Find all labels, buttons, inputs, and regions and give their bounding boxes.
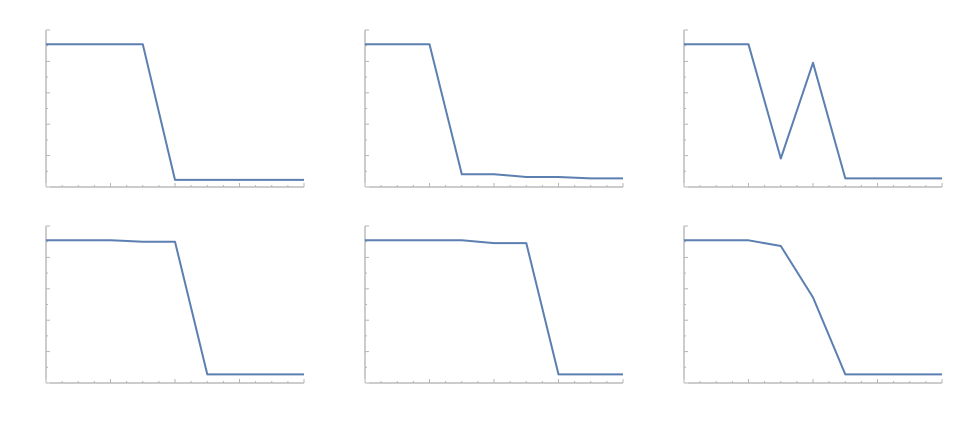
chart-panel-2 bbox=[364, 29, 624, 188]
series-line bbox=[46, 239, 304, 376]
chart-panel-4 bbox=[45, 225, 305, 384]
series-line bbox=[46, 43, 304, 181]
series-line bbox=[684, 43, 942, 180]
chart-panel-1 bbox=[45, 29, 305, 188]
series-line bbox=[684, 239, 942, 376]
chart-panel-5 bbox=[364, 225, 624, 384]
chart-panel-6 bbox=[683, 225, 943, 384]
chart-panel-3 bbox=[683, 29, 943, 188]
series-line bbox=[365, 43, 623, 180]
series-line bbox=[365, 239, 623, 376]
